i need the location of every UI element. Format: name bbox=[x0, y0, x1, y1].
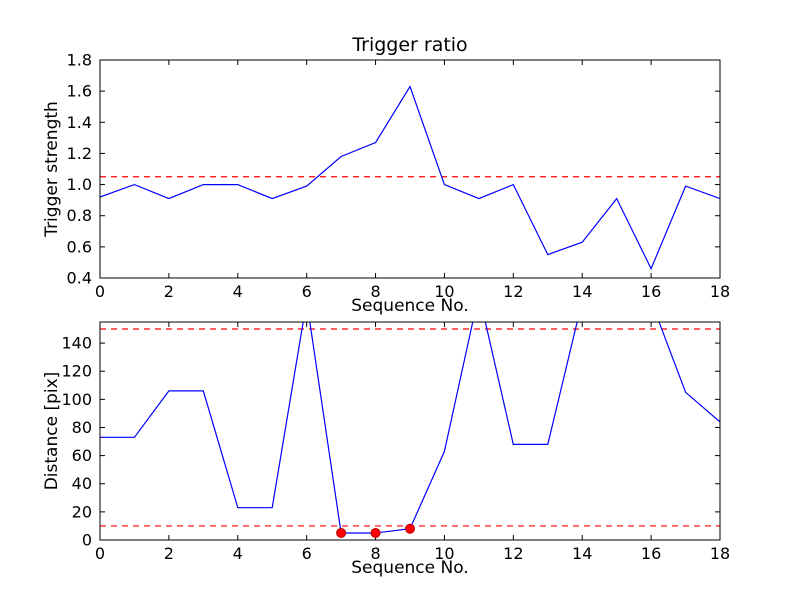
x-tick-label: 12 bbox=[503, 282, 523, 301]
x-tick-label: 18 bbox=[710, 544, 730, 563]
y-tick-label: 1.4 bbox=[67, 113, 92, 132]
marker-point bbox=[336, 527, 347, 538]
x-tick-label: 14 bbox=[572, 282, 592, 301]
y-tick-label: 120 bbox=[61, 362, 92, 381]
x-tick-label: 10 bbox=[434, 544, 454, 563]
x-tick-label: 0 bbox=[95, 544, 105, 563]
y-tick-label: 20 bbox=[72, 502, 92, 521]
x-tick-label: 6 bbox=[302, 282, 312, 301]
y-tick-label: 100 bbox=[61, 390, 92, 409]
y-tick-label: 0 bbox=[82, 531, 92, 550]
y-tick-label: 40 bbox=[72, 474, 92, 493]
x-tick-label: 8 bbox=[370, 282, 380, 301]
x-tick-label: 8 bbox=[370, 544, 380, 563]
x-tick-label: 10 bbox=[434, 282, 454, 301]
marker-point bbox=[370, 527, 381, 538]
top-xlabel: Sequence No. bbox=[351, 296, 469, 316]
y-tick-label: 0.4 bbox=[67, 269, 92, 288]
series-line-trigger-strength bbox=[100, 85, 720, 271]
y-tick-label: 140 bbox=[61, 334, 92, 353]
y-tick-label: 1.2 bbox=[67, 144, 92, 163]
x-tick-label: 16 bbox=[641, 282, 661, 301]
x-tick-label: 12 bbox=[503, 544, 523, 563]
y-tick-label: 1.0 bbox=[67, 175, 92, 194]
y-tick-label: 80 bbox=[72, 418, 92, 437]
bottom-xlabel: Sequence No. bbox=[351, 558, 469, 578]
y-tick-label: 60 bbox=[72, 446, 92, 465]
y-tick-label: 0.6 bbox=[67, 237, 92, 256]
y-tick-label: 0.8 bbox=[67, 206, 92, 225]
x-tick-label: 4 bbox=[233, 282, 243, 301]
marker-point bbox=[405, 523, 415, 534]
x-tick-label: 16 bbox=[641, 544, 661, 563]
bottom-ylabel: Distance [pix] bbox=[42, 371, 62, 491]
plot-frame bbox=[99, 321, 721, 541]
x-tick-label: 6 bbox=[302, 544, 312, 563]
chart-title: Trigger ratio bbox=[352, 34, 468, 56]
y-tick-label: 1.6 bbox=[67, 82, 92, 101]
top-ylabel: Trigger strength bbox=[42, 101, 62, 237]
x-tick-label: 2 bbox=[164, 544, 174, 563]
series-line-distance bbox=[100, 322, 720, 534]
plot-frame bbox=[99, 59, 721, 279]
x-tick-label: 2 bbox=[164, 282, 174, 301]
y-tick-label: 1.8 bbox=[67, 51, 92, 70]
x-tick-label: 18 bbox=[710, 282, 730, 301]
x-tick-label: 14 bbox=[572, 544, 592, 563]
x-tick-label: 4 bbox=[233, 544, 243, 563]
x-tick-label: 0 bbox=[95, 282, 105, 301]
